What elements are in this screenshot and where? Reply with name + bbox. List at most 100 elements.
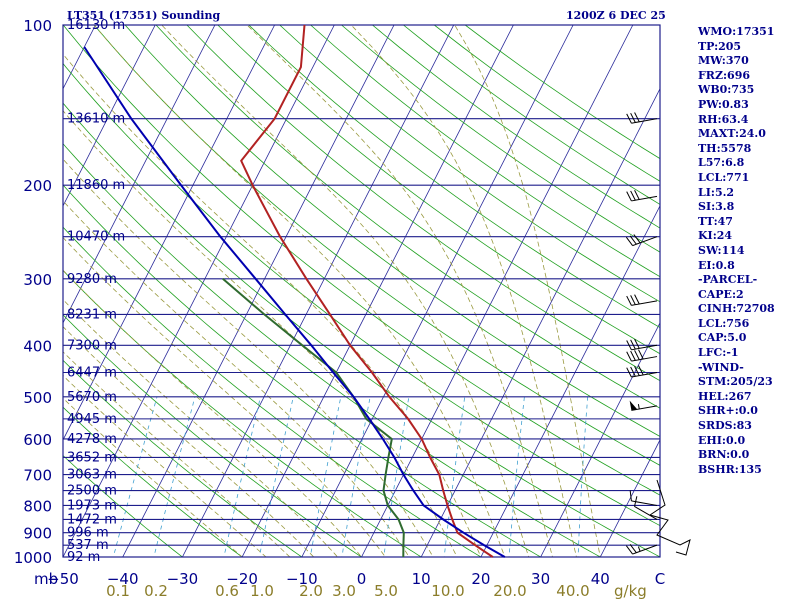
wind-barb-full [630, 112, 636, 123]
moist-adiabat [63, 374, 267, 557]
stat-line: WMO:17351 [698, 25, 775, 38]
stat-line: SI:3.8 [698, 200, 735, 214]
height-label: 537 m [67, 538, 109, 553]
wind-barb-full [626, 295, 632, 306]
pressure-tick-label: 500 [23, 389, 52, 407]
wind-barb-full [629, 490, 632, 501]
wind-barb-full [638, 349, 644, 360]
mixing-ratio-tick-label: 20.0 [493, 582, 526, 600]
temperature-unit-label: C [655, 570, 665, 588]
stat-line: SW:114 [698, 243, 745, 257]
stat-line: HEL:267 [698, 389, 752, 403]
wind-barb-staff [631, 356, 658, 362]
height-label: 1973 m [67, 498, 117, 513]
wind-barb-full [630, 366, 636, 377]
mixing-ratio-unit-label: g/kg [614, 582, 647, 600]
stat-line: CAP:5.0 [698, 331, 747, 345]
isotherm-line [122, 25, 395, 557]
wind-barb-staff [634, 506, 658, 520]
wind-barb-full [630, 190, 636, 201]
mixing-ratio-tick-label: 0.2 [144, 582, 168, 600]
temperature-tick-label: 10 [412, 570, 431, 588]
moist-adiabat [63, 236, 386, 557]
stat-line: CINH:72708 [698, 302, 775, 316]
wind-barb-full [626, 191, 632, 202]
stat-line: -WIND- [698, 360, 744, 374]
wind-profile-trace [648, 479, 691, 556]
height-label: 4945 m [67, 412, 117, 427]
isotherm-line [420, 87, 660, 557]
temperature-tick-label: 20 [471, 570, 490, 588]
wind-barb [625, 544, 658, 555]
stat-line: MW:370 [698, 54, 749, 68]
isotherm-line [63, 25, 216, 324]
mixing-ratio-line [112, 396, 158, 557]
mixing-ratio-tick-label: 3.0 [332, 582, 356, 600]
stat-line: LCL:771 [698, 170, 750, 184]
isotherm-line [599, 439, 660, 557]
wind-barb-full [634, 366, 640, 376]
wind-barb-full [626, 367, 632, 378]
moist-adiabat [161, 25, 530, 557]
wind-barb-full [633, 496, 638, 507]
wind-barb [626, 365, 658, 378]
moist-adiabat [454, 25, 601, 557]
height-label: 6447 m [67, 366, 117, 381]
stat-line: MAXT:24.0 [698, 127, 766, 141]
height-label: 3652 m [67, 450, 117, 465]
temperature-tick-label: −20 [226, 570, 258, 588]
isotherm-line [540, 322, 660, 557]
wind-barb [626, 349, 658, 362]
wind-barb [626, 112, 658, 124]
dry-adiabat [63, 25, 660, 496]
wind-barb-staff [631, 372, 658, 378]
stat-line: SRDS:83 [698, 419, 752, 433]
mixing-ratio-tick-label: 40.0 [556, 582, 589, 600]
wind-barb-full [629, 235, 637, 245]
moist-adiabat [63, 397, 243, 557]
wind-barb [626, 338, 658, 351]
wind-barb [633, 496, 658, 520]
temperature-tick-label: −40 [107, 570, 139, 588]
stat-line: TT:47 [698, 214, 733, 228]
pressure-tick-label: 1000 [14, 549, 52, 567]
wind-barb-full [630, 339, 636, 350]
wind-barb-full [634, 294, 640, 305]
temperature-tick-label: −10 [286, 570, 318, 588]
wind-barb-staff [631, 300, 658, 306]
isotherm-line [241, 25, 514, 557]
wind-barb-staff [631, 118, 658, 124]
mixing-ratio-line [443, 396, 466, 557]
wind-barb-full [626, 113, 632, 124]
mixing-ratio-line [223, 396, 261, 557]
wind-barb-full [626, 351, 632, 362]
pressure-unit-label: mb [34, 570, 58, 588]
mixing-ratio-tick-label: 5.0 [374, 582, 398, 600]
isotherm-line [63, 25, 275, 441]
wind-barb [626, 189, 658, 202]
height-label: 5670 m [67, 390, 117, 405]
mixing-ratio-tick-label: 1.0 [250, 582, 274, 600]
stat-line: TP:205 [698, 39, 742, 53]
isotherm-line [182, 25, 455, 557]
height-label: 996 m [67, 526, 109, 541]
height-label: 8231 m [67, 307, 117, 322]
pressure-tick-label: 100 [23, 17, 52, 35]
wind-barb-full [630, 295, 636, 305]
mixing-ratio-line [383, 396, 410, 557]
wind-barb-half [637, 404, 640, 410]
stat-line: WB0:735 [698, 83, 755, 97]
parcel-series-line [83, 46, 506, 558]
valid-time: 1200Z 6 DEC 25 [566, 9, 666, 22]
pressure-tick-label: 200 [23, 177, 52, 195]
isotherm-line [63, 25, 335, 557]
stat-line: TH:5578 [698, 141, 752, 155]
dry-adiabat [63, 314, 363, 557]
temperature-series-line [240, 24, 494, 558]
stat-line: LI:5.2 [698, 185, 735, 199]
stat-line: EI:0.8 [698, 258, 735, 272]
stat-line: SHR+:0.0 [698, 404, 758, 418]
plot-area [63, 25, 660, 557]
stat-line: LCL:756 [698, 316, 750, 330]
